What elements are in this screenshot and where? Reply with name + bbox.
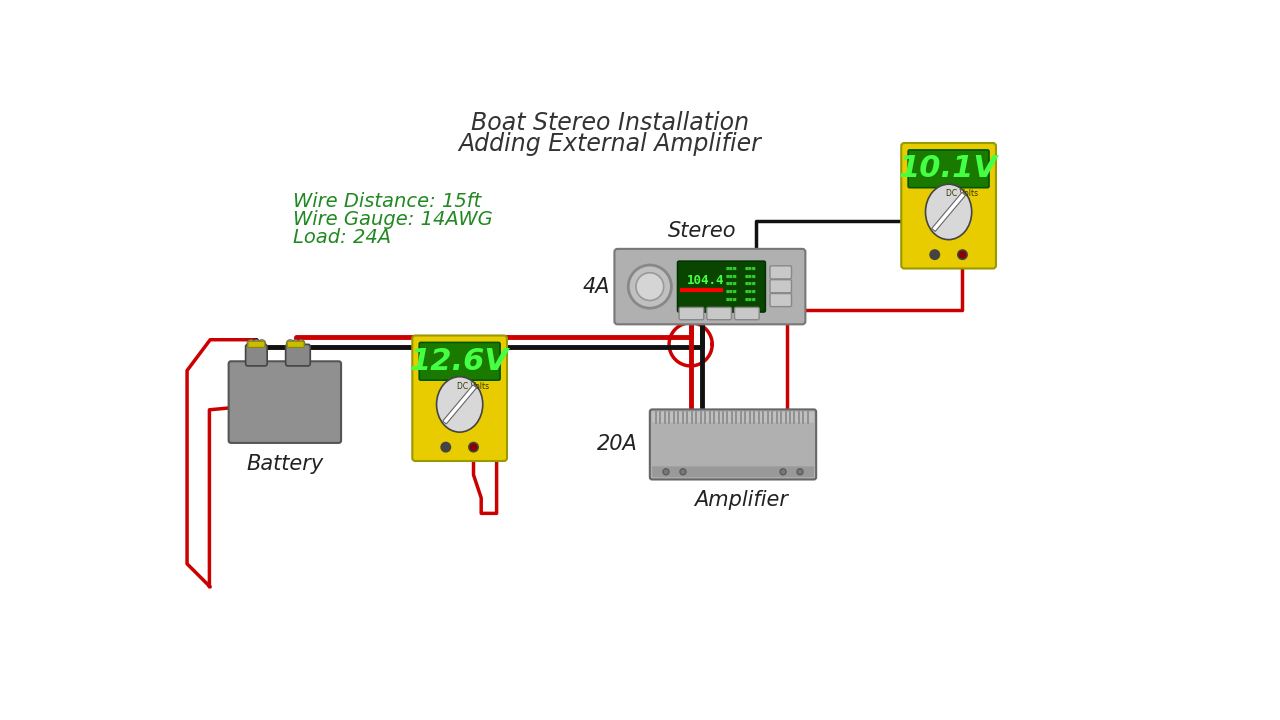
Text: ■■■: ■■■ [726, 274, 737, 279]
Circle shape [680, 469, 686, 475]
Text: 12.6V: 12.6V [410, 347, 509, 376]
Text: ■■■: ■■■ [745, 282, 756, 287]
Text: ■■■: ■■■ [745, 274, 756, 279]
Text: Wire Distance: 15ft: Wire Distance: 15ft [293, 192, 481, 212]
FancyBboxPatch shape [229, 361, 340, 443]
Circle shape [468, 443, 479, 451]
Circle shape [628, 265, 672, 308]
Text: Adding External Amplifier: Adding External Amplifier [458, 132, 762, 156]
Text: ■■■: ■■■ [745, 290, 756, 294]
FancyBboxPatch shape [677, 261, 765, 312]
FancyBboxPatch shape [246, 344, 268, 366]
Circle shape [931, 250, 940, 259]
Text: Amplifier: Amplifier [694, 490, 787, 510]
Polygon shape [932, 192, 965, 231]
Text: ■■■: ■■■ [726, 297, 737, 302]
Circle shape [287, 340, 294, 348]
Polygon shape [443, 385, 476, 424]
FancyBboxPatch shape [771, 266, 791, 279]
Circle shape [297, 340, 305, 348]
Text: ■■■: ■■■ [726, 290, 737, 294]
Text: ■■■: ■■■ [745, 267, 756, 271]
Circle shape [442, 443, 451, 451]
FancyBboxPatch shape [680, 307, 704, 320]
Circle shape [797, 469, 803, 475]
FancyBboxPatch shape [614, 249, 805, 324]
Text: Wire Gauge: 14AWG: Wire Gauge: 14AWG [293, 210, 493, 229]
Text: ■■■: ■■■ [726, 282, 737, 287]
FancyBboxPatch shape [650, 410, 817, 480]
Circle shape [257, 340, 266, 348]
FancyBboxPatch shape [771, 294, 791, 307]
FancyBboxPatch shape [287, 341, 305, 348]
FancyBboxPatch shape [652, 412, 814, 423]
FancyBboxPatch shape [707, 307, 731, 320]
FancyBboxPatch shape [909, 150, 989, 188]
Text: 104.4: 104.4 [687, 274, 724, 287]
Text: 4A: 4A [582, 276, 609, 297]
FancyBboxPatch shape [652, 467, 814, 477]
Text: DC Volts: DC Volts [457, 382, 489, 391]
Text: Boat Stereo Installation: Boat Stereo Installation [471, 112, 749, 135]
Text: 10.1V: 10.1V [899, 154, 998, 184]
FancyBboxPatch shape [248, 341, 265, 348]
Circle shape [957, 250, 968, 259]
Circle shape [636, 273, 664, 300]
Circle shape [780, 469, 786, 475]
FancyBboxPatch shape [412, 336, 507, 461]
FancyBboxPatch shape [420, 343, 500, 380]
Circle shape [252, 340, 260, 348]
Text: Load: 24A: Load: 24A [293, 228, 390, 247]
Text: 20A: 20A [598, 434, 637, 454]
FancyBboxPatch shape [771, 279, 791, 293]
Circle shape [663, 469, 669, 475]
Text: Stereo: Stereo [668, 221, 736, 241]
FancyBboxPatch shape [901, 143, 996, 269]
FancyBboxPatch shape [285, 344, 310, 366]
Circle shape [247, 340, 255, 348]
Ellipse shape [436, 377, 483, 432]
FancyBboxPatch shape [735, 307, 759, 320]
Ellipse shape [925, 184, 972, 240]
Text: DC Volts: DC Volts [946, 189, 978, 198]
Text: ■■■: ■■■ [745, 297, 756, 302]
Text: ■■■: ■■■ [726, 267, 737, 271]
Circle shape [292, 340, 300, 348]
Text: Battery: Battery [246, 454, 324, 474]
